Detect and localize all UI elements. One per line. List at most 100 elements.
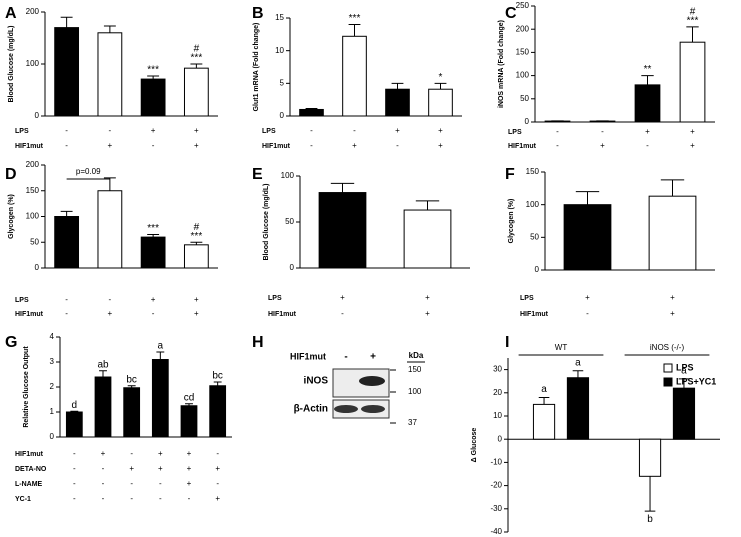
y-axis-label: Glut1 mRNA (Fold change) <box>253 23 260 112</box>
significance-label: bc <box>212 371 223 382</box>
significance-label: d <box>72 400 78 411</box>
bar <box>634 84 661 123</box>
condition-value: - <box>152 141 155 150</box>
y-tick-label: 2 <box>50 382 55 391</box>
error-bar <box>147 75 160 80</box>
y-tick-label: 0 <box>35 111 40 120</box>
error-bar <box>70 410 79 412</box>
condition-value: - <box>130 449 133 458</box>
significance-label: *** <box>147 65 159 76</box>
panel-label: I <box>505 334 509 351</box>
condition-value: - <box>216 479 219 488</box>
error-bar <box>127 385 136 388</box>
bar <box>97 190 123 269</box>
error-bar <box>572 370 584 378</box>
group-letter: b <box>647 514 653 525</box>
blot-band <box>359 376 385 386</box>
row-label: β-Actin <box>294 404 328 415</box>
y-tick-label: 250 <box>516 1 530 10</box>
bar <box>532 403 556 440</box>
bar <box>180 405 198 438</box>
legend-label: LPS+YC1 <box>676 376 716 386</box>
condition-value: + <box>158 449 163 458</box>
condition-name: HIF1mut <box>520 311 549 318</box>
legend-label: LPS <box>676 362 694 372</box>
y-tick-label: 0 <box>525 117 530 126</box>
y-tick-label: 4 <box>50 332 55 341</box>
condition-value: + <box>340 293 345 302</box>
y-tick-label: 100 <box>516 71 530 80</box>
condition-value: + <box>101 449 106 458</box>
condition-name: DETA-NO <box>15 466 47 473</box>
y-axis-label: Δ Glucose <box>471 428 478 463</box>
bar <box>209 385 227 438</box>
condition-value: + <box>438 141 443 150</box>
y-tick-label: 200 <box>26 7 40 16</box>
condition-value: + <box>215 494 220 503</box>
condition-value: + <box>352 141 357 150</box>
error-bar <box>185 403 193 406</box>
error-bar <box>60 210 73 217</box>
condition-value: - <box>65 141 68 150</box>
error-bar <box>415 200 440 211</box>
condition-value: - <box>73 464 76 473</box>
condition-value: - <box>556 127 559 136</box>
y-tick-label: 0 <box>535 265 540 274</box>
error-bar <box>678 378 690 389</box>
condition-value: - <box>102 479 105 488</box>
y-tick-label: 150 <box>26 186 40 195</box>
y-axis-label: Blood Glucose (mg/dL) <box>263 184 270 261</box>
y-axis-label: Glycogen (%) <box>8 194 15 239</box>
condition-value: - <box>159 479 162 488</box>
condition-name: LPS <box>15 297 29 304</box>
bracket-label: p=0.09 <box>76 167 101 176</box>
condition-value: - <box>353 126 356 135</box>
condition-name: HIF1mut <box>268 311 297 318</box>
condition-value: + <box>585 293 590 302</box>
condition-value: + <box>108 309 113 318</box>
condition-value: - <box>586 309 589 318</box>
group-letter: a <box>681 366 687 377</box>
bar <box>299 108 324 117</box>
error-bar <box>391 82 404 90</box>
condition-name: YC-1 <box>15 496 31 503</box>
y-axis-label: iNOS mRNA (Fold change) <box>498 20 505 108</box>
bar <box>385 88 410 117</box>
blot-images <box>332 361 425 419</box>
bar <box>183 244 209 269</box>
condition-value: - <box>310 141 313 150</box>
condition-value: + <box>158 464 163 473</box>
condition-name: LPS <box>15 128 29 135</box>
bar <box>123 387 141 438</box>
y-tick-label: 30 <box>493 365 502 374</box>
condition-value: + <box>395 126 400 135</box>
legend-swatch <box>663 363 673 373</box>
y-tick-label: 100 <box>281 171 295 180</box>
panel-label: G <box>5 334 17 351</box>
y-tick-label: 50 <box>30 237 39 246</box>
panel-label: H <box>252 334 264 351</box>
panel-label: B <box>252 5 264 22</box>
panel-label: D <box>5 166 17 183</box>
bar <box>638 438 662 477</box>
panel-label: E <box>252 166 263 183</box>
error-bar <box>641 75 654 85</box>
y-tick-label: 0 <box>280 111 285 120</box>
condition-name: LPS <box>520 295 534 302</box>
y-axis-label: Glycogen (%) <box>508 199 515 244</box>
bar <box>428 88 453 117</box>
error-bar <box>686 26 699 43</box>
bar <box>65 411 83 438</box>
condition-value: + <box>215 464 220 473</box>
bar <box>140 78 166 117</box>
bar <box>54 216 80 269</box>
condition-value: - <box>102 494 105 503</box>
significance-label: # <box>194 222 200 233</box>
bar <box>54 27 80 117</box>
condition-value: - <box>159 494 162 503</box>
y-tick-label: 20 <box>493 388 502 397</box>
condition-name: HIF1mut <box>262 143 291 150</box>
condition-value: - <box>73 479 76 488</box>
y-tick-label: 15 <box>275 13 284 22</box>
